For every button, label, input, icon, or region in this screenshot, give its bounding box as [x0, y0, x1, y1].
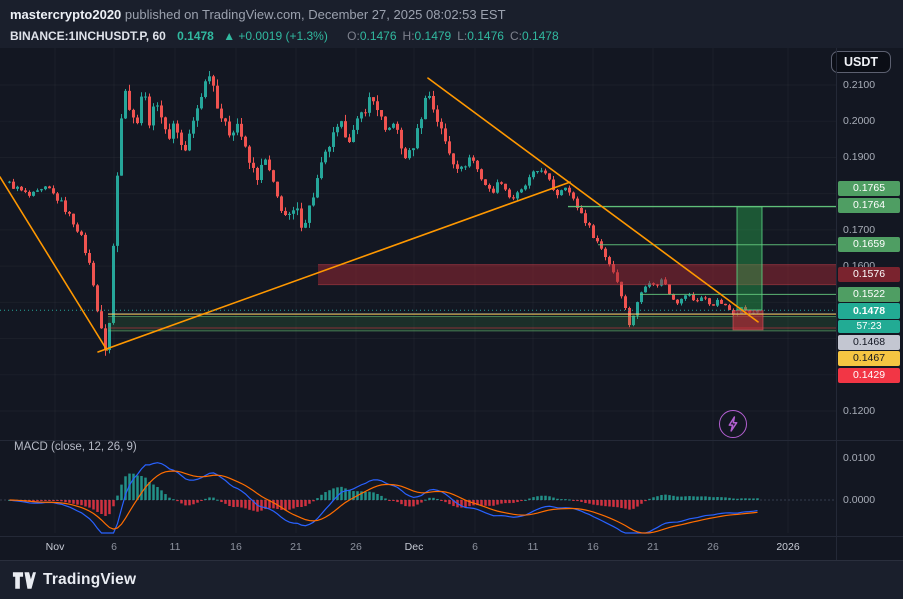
- pane-divider[interactable]: [0, 440, 903, 441]
- ohlc-values: O:0.1476 H:0.1479 L:0.1476 C:0.1478: [341, 29, 559, 43]
- time-axis-label: 16: [587, 541, 599, 553]
- ohlc-key: L:: [457, 29, 468, 43]
- ohlc-key: C:: [509, 29, 522, 43]
- price-level-badge: 0.1468: [838, 335, 900, 350]
- lightning-icon: [728, 416, 738, 432]
- price-axis-label: 0.1900: [843, 151, 876, 163]
- time-axis-label: 11: [527, 541, 539, 553]
- price-level-badge: 0.1429: [838, 368, 900, 383]
- usdt-button[interactable]: USDT: [830, 51, 891, 73]
- time-axis-label: 21: [290, 541, 302, 553]
- footer-bar: TradingView: [0, 560, 903, 599]
- last-price: 0.1478: [177, 29, 214, 43]
- time-axis[interactable]: Nov 6 11 16 21 26 Dec 6 11 16 21 26 2026: [0, 536, 836, 560]
- time-axis-label: Nov: [45, 541, 65, 553]
- time-axis-label: 6: [472, 541, 478, 553]
- tradingview-mark-icon: [12, 571, 36, 589]
- price-level-badge: 0.1467: [838, 351, 900, 366]
- price-axis-label: 0.1200: [843, 405, 876, 417]
- price-scale[interactable]: 0.2100 0.2000 0.1900 0.1700 0.1600 0.1200 0.01…: [837, 0, 903, 599]
- symbol-row: BINANCE:1INCHUSDT.P, 60 0.1478 ▲ +0.0019…: [10, 29, 559, 43]
- price-level-badge: 0.1478: [838, 303, 900, 319]
- macd-indicator-label[interactable]: MACD (close, 12, 26, 9): [14, 441, 137, 453]
- scale-separator: [836, 48, 837, 560]
- price-level-badge: 0.1764: [838, 198, 900, 213]
- time-axis-label: 21: [647, 541, 659, 553]
- symbol-name: BINANCE:1INCHUSDT.P, 60: [10, 29, 166, 43]
- ohlc-value: 0.1478: [521, 29, 559, 43]
- price-axis-label: 0.0000: [843, 494, 876, 506]
- time-axis-label: 6: [111, 541, 117, 553]
- price-change: ▲ +0.0019 (+1.3%): [223, 29, 328, 43]
- price-level-badge: 0.1659: [838, 237, 900, 252]
- byline-text: published on TradingView.com, December 2…: [121, 7, 506, 22]
- price-axis-label: 0.0100: [843, 452, 876, 464]
- time-axis-label: 26: [707, 541, 719, 553]
- countdown-badge: 57:23: [838, 320, 900, 333]
- time-axis-label: 16: [230, 541, 242, 553]
- price-level-badge: 0.1522: [838, 287, 900, 302]
- axis-divider: [0, 536, 903, 537]
- time-axis-label: 11: [169, 541, 181, 553]
- author-name: mastercrypto2020: [10, 7, 122, 22]
- price-level-badge: 0.1765: [838, 181, 900, 196]
- price-level-badge: 0.1576: [838, 267, 900, 282]
- price-axis-label: 0.2000: [843, 115, 876, 127]
- ohlc-value: 0.1479: [414, 29, 452, 43]
- byline: mastercrypto2020 published on TradingVie…: [10, 7, 506, 22]
- time-axis-label: Dec: [404, 541, 424, 553]
- tradingview-wordmark: TradingView: [43, 571, 137, 588]
- boost-button[interactable]: [719, 410, 747, 438]
- ohlc-value: 0.1476: [467, 29, 504, 43]
- time-axis-label: 2026: [776, 541, 800, 553]
- tradingview-logo[interactable]: TradingView: [12, 571, 136, 590]
- time-axis-label: 26: [350, 541, 362, 553]
- ohlc-key: O:: [347, 29, 360, 43]
- price-axis-label: 0.2100: [843, 79, 876, 91]
- ohlc-key: H:: [402, 29, 415, 43]
- ohlc-value: 0.1476: [359, 29, 397, 43]
- price-axis-label: 0.1700: [843, 224, 876, 236]
- header-strip: [0, 0, 903, 48]
